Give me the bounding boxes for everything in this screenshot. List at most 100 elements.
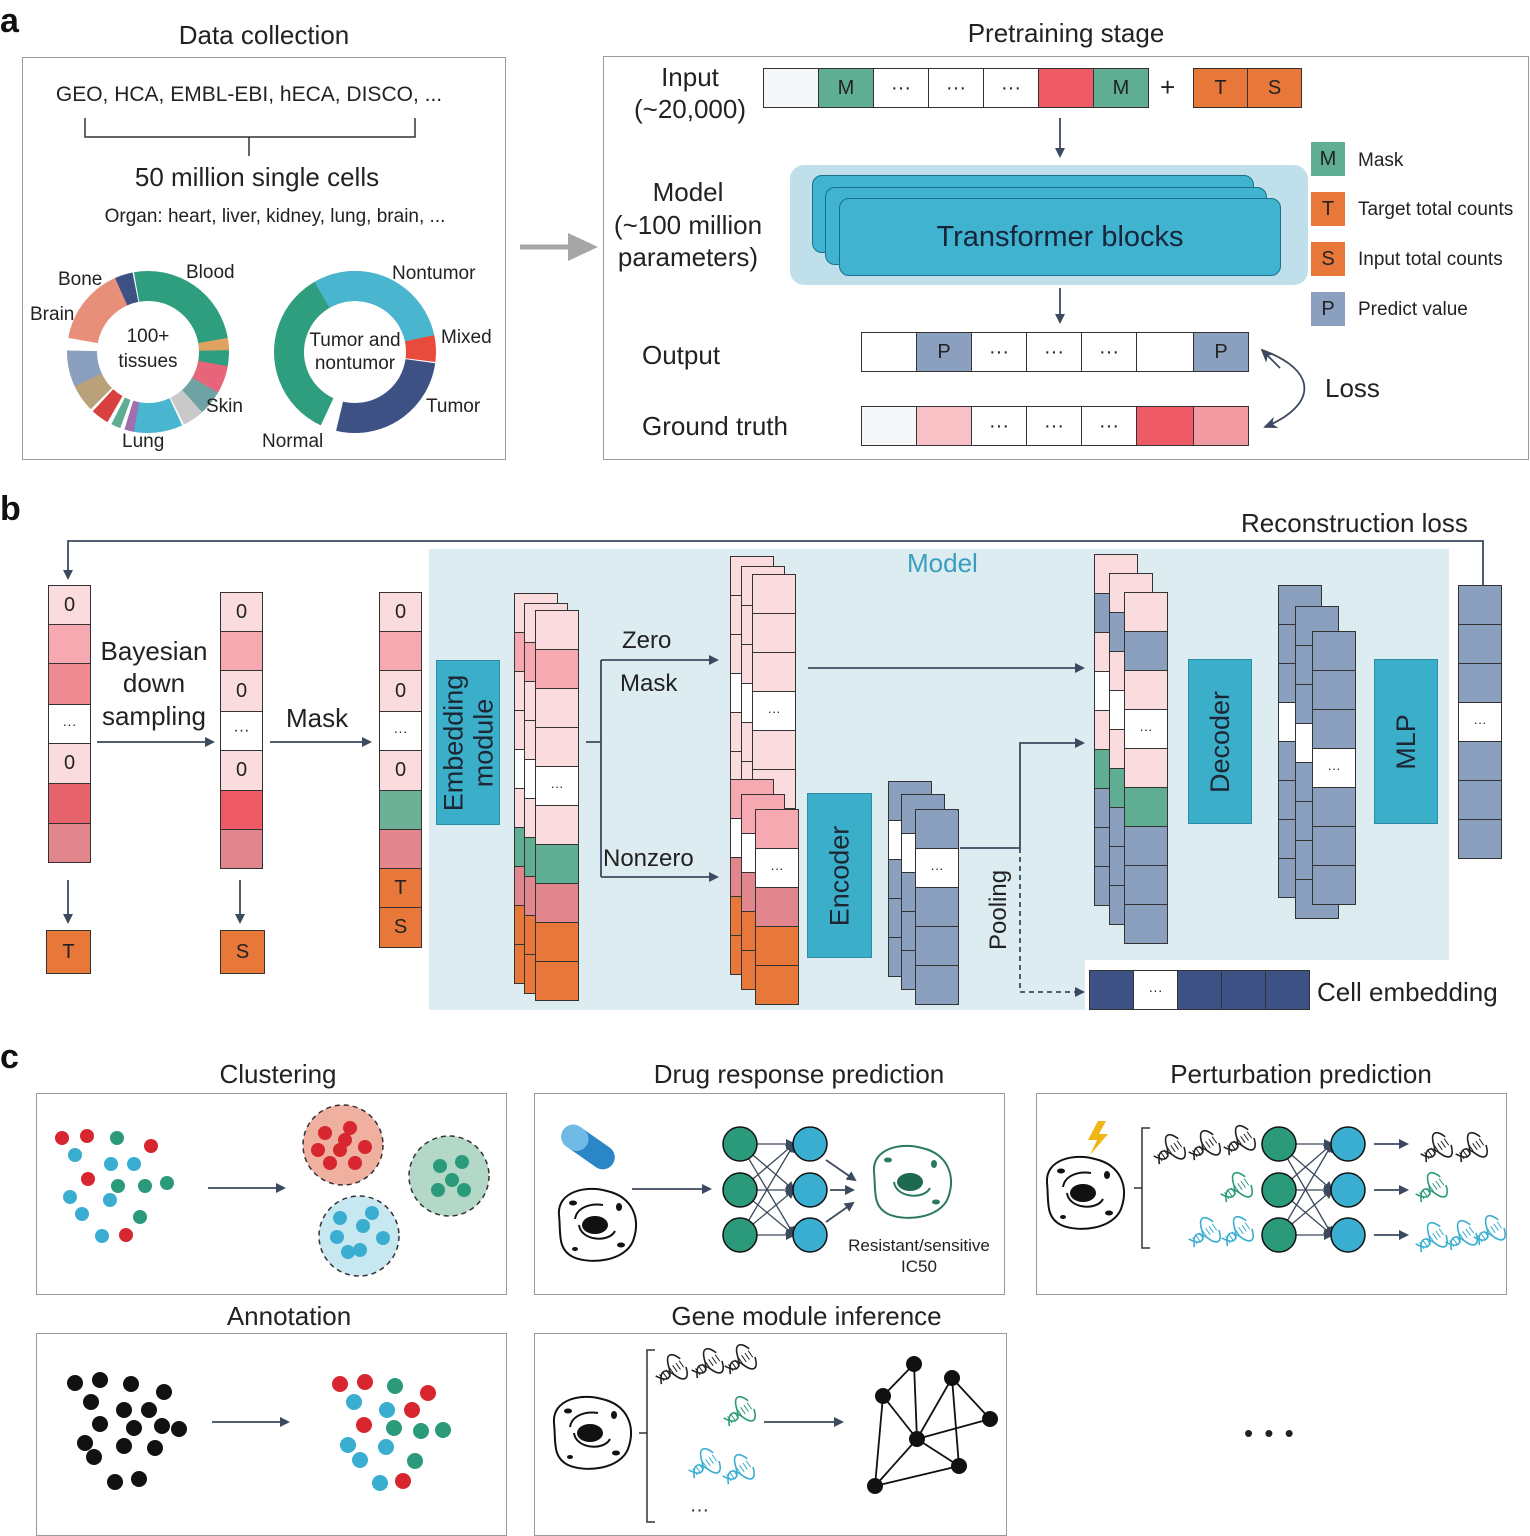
scatter-dot <box>343 1121 357 1135</box>
zero-token-cell: ··· <box>752 691 796 731</box>
label-bone: Bone <box>58 269 103 290</box>
model-label-2: (~100 million <box>613 210 763 240</box>
embedding-vector-cell <box>535 805 579 845</box>
merged-token-cell: ··· <box>1124 709 1168 749</box>
annotation-box <box>36 1333 507 1536</box>
reconstruction-cell <box>1458 624 1502 664</box>
scatter-dot <box>376 1231 390 1245</box>
input-token <box>1038 68 1094 108</box>
decoder-output-cell <box>1312 865 1356 905</box>
annotated-dot <box>378 1439 394 1455</box>
merged-token-cell <box>1124 670 1168 710</box>
output-token-predict: P <box>916 332 972 372</box>
downsampled-cell <box>220 790 263 830</box>
unlabeled-dot <box>141 1402 157 1418</box>
scatter-dot <box>431 1183 445 1197</box>
masked-token-input: S <box>379 907 422 948</box>
masked-cell-ellipsis: ··· <box>379 711 422 751</box>
mask-label: Mask <box>286 703 349 733</box>
zero-token-cell <box>752 613 796 653</box>
perturbation-bracket <box>1134 1127 1150 1249</box>
more-ellipsis: • • • <box>1244 1418 1296 1448</box>
encoder-output-cell: ··· <box>915 848 959 888</box>
sources-bracket <box>84 118 416 156</box>
label-nontumor: Nontumor <box>392 263 476 284</box>
cell-embedding-slot <box>1265 970 1310 1010</box>
gene-module-cell-icon <box>552 1395 632 1470</box>
scatter-dot <box>110 1131 124 1145</box>
annotated-dot <box>379 1402 395 1418</box>
label-brain: Brain <box>30 304 75 325</box>
unlabeled-dot <box>92 1416 108 1432</box>
downsampled-cell-zero: 0 <box>220 592 263 632</box>
reconstruction-cell <box>1458 663 1502 703</box>
scatter-dot <box>81 1172 95 1186</box>
legend-swatch-predict: P <box>1311 292 1345 326</box>
encoder-output-cell <box>915 926 959 966</box>
input-token-mask: M <box>818 68 874 108</box>
input-label-2: (~20,000) <box>633 94 747 124</box>
reconstruction-cell <box>1458 780 1502 820</box>
organ-list: Organ: heart, liver, kidney, lung, brain… <box>104 206 446 227</box>
unlabeled-dot <box>171 1421 187 1437</box>
zero-label: Zero <box>622 627 672 654</box>
annotated-dot <box>435 1422 451 1438</box>
merged-token-cell <box>1124 904 1168 944</box>
encoder-to-merge-arrow <box>960 738 1085 849</box>
module-node <box>867 1478 883 1494</box>
panel-b-arrows <box>63 540 1484 997</box>
masked-token-target: T <box>379 868 422 908</box>
drug-cell-icon <box>557 1187 637 1262</box>
masked-cell <box>379 631 422 671</box>
nonzero-token-cell <box>755 809 799 849</box>
scatter-dot <box>457 1183 471 1197</box>
scatter-dot <box>365 1206 379 1220</box>
masked-cell-zero: 0 <box>379 750 422 791</box>
target-token: T <box>46 930 91 974</box>
annotated-dot <box>387 1378 403 1394</box>
output-label: Output <box>642 340 721 370</box>
input-count-token: S <box>220 930 265 974</box>
unlabeled-dot <box>147 1440 163 1456</box>
stage-arrow <box>520 233 598 261</box>
legend-mask: Mask <box>1358 150 1404 171</box>
ground-truth-token-ellipsis: ··· <box>971 406 1027 446</box>
reconstruction-loss-label: Reconstruction loss <box>1241 508 1468 538</box>
output-token-predict: P <box>1193 332 1249 372</box>
lightning-icon <box>1088 1121 1108 1155</box>
zero-token-cell <box>752 574 796 614</box>
encoder-output-cell <box>915 965 959 1005</box>
decoder: Decoder <box>1188 659 1252 824</box>
encoder-output-cell <box>915 887 959 927</box>
scatter-dot <box>138 1179 152 1193</box>
scatter-dot <box>433 1159 447 1173</box>
raw-cell <box>48 624 91 664</box>
scatter-dot <box>63 1190 77 1204</box>
dna-icon <box>1153 1133 1186 1165</box>
embedding-label-1: Embedding <box>438 674 469 811</box>
label-normal: Normal <box>262 431 324 452</box>
dna-icon <box>1221 1215 1254 1247</box>
perturbation-network <box>1261 1126 1366 1253</box>
scatter-dot <box>341 1245 355 1259</box>
scatter-dot <box>127 1157 141 1171</box>
input-token-mask: M <box>1093 68 1149 108</box>
scatter-dot <box>103 1193 117 1207</box>
zero-token-cell <box>752 730 796 770</box>
unlabeled-dot <box>123 1376 139 1392</box>
reconstruction-loss-arrow <box>63 540 1484 585</box>
downsampled-cell-zero: 0 <box>220 750 263 791</box>
scatter-dot <box>111 1179 125 1193</box>
scatter-dot <box>75 1207 89 1221</box>
nonzero-label: Nonzero <box>603 845 694 872</box>
dna-icon <box>722 1453 755 1485</box>
unlabeled-dot <box>154 1418 170 1434</box>
ground-truth-token <box>1136 406 1194 446</box>
tumor-donut-center-1: Tumor and <box>309 330 401 351</box>
scatter-dot <box>356 1219 370 1233</box>
dna-icon <box>1223 1124 1256 1156</box>
embedding-vector-cell <box>535 649 579 689</box>
cell-embedding-ellipsis: ··· <box>1133 970 1178 1010</box>
unlabeled-dot <box>67 1375 83 1391</box>
model-title: Model <box>907 548 978 578</box>
